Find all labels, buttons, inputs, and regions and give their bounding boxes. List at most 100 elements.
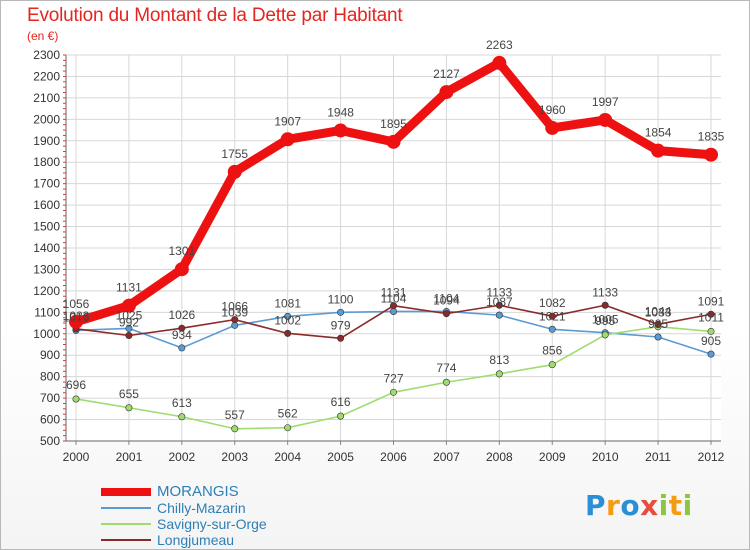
legend-swatch	[101, 507, 151, 509]
unit-label: (en €)	[27, 29, 59, 43]
data-label-chilly-mazarin: 985	[648, 317, 668, 331]
logo-letter: o	[620, 489, 641, 522]
data-label-chilly-mazarin: 1104	[381, 291, 407, 305]
data-label-morangis: 1948	[327, 105, 354, 119]
data-label-longjumeau: 1133	[592, 285, 618, 299]
y-tick-label: 900	[40, 348, 60, 362]
data-point-savigny-sur-orge	[601, 331, 609, 339]
y-tick-label: 700	[40, 391, 60, 405]
data-point-longjumeau	[495, 301, 503, 309]
data-point-chilly-mazarin	[231, 321, 239, 329]
data-label-morangis: 1907	[274, 114, 301, 128]
legend-label: Chilly-Mazarin	[157, 500, 246, 516]
data-label-longjumeau: 1082	[539, 296, 566, 310]
data-point-savigny-sur-orge	[495, 370, 503, 378]
data-point-longjumeau	[231, 316, 239, 324]
data-point-morangis	[121, 298, 136, 313]
x-tick-label: 2012	[698, 450, 725, 464]
data-point-chilly-mazarin	[654, 333, 662, 341]
proxiti-logo: Proxiti	[585, 489, 693, 522]
data-point-morangis	[386, 134, 401, 149]
y-tick-label: 800	[40, 370, 60, 384]
data-label-chilly-mazarin: 1021	[539, 309, 566, 323]
data-point-chilly-mazarin	[707, 350, 715, 358]
x-tick-label: 2006	[380, 450, 407, 464]
x-tick-label: 2005	[327, 450, 354, 464]
data-label-savigny-sur-orge: 1011	[698, 310, 724, 324]
legend-swatch	[101, 488, 151, 496]
data-label-chilly-mazarin: 1025	[116, 308, 143, 322]
data-point-longjumeau	[337, 334, 345, 342]
data-label-morangis: 2263	[486, 38, 513, 52]
data-label-chilly-mazarin: 1104	[434, 291, 460, 305]
data-point-longjumeau	[548, 312, 556, 320]
legend-item: Chilly-Mazarin	[101, 500, 341, 516]
data-label-morangis: 1835	[698, 130, 725, 144]
data-label-morangis: 1056	[63, 297, 90, 311]
logo-letter: P	[585, 489, 607, 522]
y-tick-label: 500	[40, 434, 60, 448]
legend-item: Longjumeau	[101, 532, 341, 548]
data-point-morangis	[545, 120, 560, 135]
logo-letter: x	[640, 489, 659, 522]
y-tick-label: 600	[40, 413, 60, 427]
logo-letter: i	[658, 489, 669, 522]
legend-swatch	[101, 539, 151, 541]
data-label-savigny-sur-orge: 774	[436, 361, 456, 375]
data-point-longjumeau	[284, 329, 292, 337]
legend-label: MORANGIS	[157, 483, 239, 500]
data-point-longjumeau	[389, 302, 397, 310]
data-point-savigny-sur-orge	[231, 425, 239, 433]
x-tick-label: 2000	[63, 450, 90, 464]
data-label-chilly-mazarin: 905	[701, 334, 721, 348]
data-label-longjumeau: 1066	[221, 300, 248, 314]
data-label-longjumeau: 1026	[168, 308, 195, 322]
data-label-savigny-sur-orge: 856	[542, 344, 562, 358]
data-label-chilly-mazarin: 1016	[63, 310, 90, 324]
data-label-savigny-sur-orge: 995	[595, 314, 615, 328]
data-label-longjumeau: 1133	[486, 285, 512, 299]
data-point-chilly-mazarin	[548, 325, 556, 333]
y-tick-label: 2300	[33, 48, 60, 62]
y-tick-label: 1600	[33, 198, 60, 212]
data-point-longjumeau	[125, 331, 133, 339]
chart-legend: MORANGIS Chilly-Mazarin Savigny-sur-Orge Lo…	[101, 484, 341, 548]
data-label-longjumeau: 1023	[63, 309, 90, 323]
data-label-chilly-mazarin: 1100	[328, 292, 354, 306]
logo-letter: i	[682, 489, 693, 522]
data-point-morangis	[69, 314, 83, 329]
data-label-morangis: 1131	[116, 281, 142, 295]
data-point-chilly-mazarin	[495, 311, 503, 319]
y-tick-label: 2200	[33, 69, 60, 83]
legend-item: MORANGIS	[101, 484, 341, 500]
data-point-morangis	[439, 85, 454, 100]
data-point-savigny-sur-orge	[125, 404, 133, 412]
x-tick-label: 2001	[116, 450, 143, 464]
data-point-morangis	[174, 262, 189, 277]
data-label-morangis: 1960	[539, 103, 566, 117]
data-label-savigny-sur-orge: 813	[489, 353, 509, 367]
data-point-chilly-mazarin	[284, 312, 292, 320]
y-tick-label: 1400	[33, 241, 60, 255]
data-point-savigny-sur-orge	[72, 395, 80, 403]
data-point-longjumeau	[601, 301, 609, 309]
data-label-savigny-sur-orge: 655	[119, 387, 139, 401]
chart-title: Evolution du Montant de la Dette par Hab…	[27, 5, 403, 26]
data-point-longjumeau	[442, 310, 450, 318]
data-point-morangis	[280, 132, 295, 147]
data-point-savigny-sur-orge	[389, 388, 397, 396]
x-tick-label: 2007	[433, 450, 460, 464]
data-label-morangis: 1755	[221, 147, 248, 161]
data-point-savigny-sur-orge	[337, 412, 345, 420]
data-label-savigny-sur-orge: 557	[225, 408, 245, 422]
data-label-longjumeau: 1091	[698, 294, 725, 308]
x-tick-label: 2010	[592, 450, 619, 464]
data-label-longjumeau: 1044	[645, 304, 672, 318]
data-label-chilly-mazarin: 1081	[274, 296, 301, 310]
x-tick-label: 2003	[221, 450, 248, 464]
data-label-chilly-mazarin: 1087	[486, 295, 513, 309]
data-point-chilly-mazarin	[125, 324, 133, 332]
logo-letter: r	[606, 489, 621, 522]
